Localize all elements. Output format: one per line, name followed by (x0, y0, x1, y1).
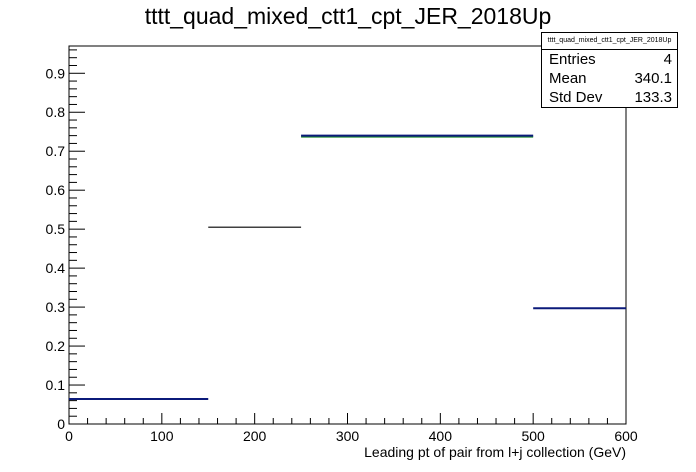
stats-row-mean: Mean 340.1 (542, 69, 677, 88)
y-tick-label: 0.8 (46, 104, 66, 120)
chart-title: tttt_quad_mixed_ctt1_cpt_JER_2018Up (144, 3, 552, 29)
x-tick-label: 400 (429, 428, 453, 444)
stats-box: tttt_quad_mixed_ctt1_cpt_JER_2018Up Entr… (541, 32, 678, 108)
y-tick-label: 0.4 (46, 260, 66, 276)
y-tick-label: 0.3 (46, 299, 66, 315)
stats-value: 133.3 (634, 89, 672, 106)
y-tick-label: 0.2 (46, 338, 66, 354)
y-tick-label: 0.1 (46, 377, 66, 393)
x-axis-label: Leading pt of pair from l+j collection (… (364, 444, 626, 460)
y-tick-label: 0.9 (46, 65, 66, 81)
stats-label: Entries (549, 51, 596, 68)
x-tick-label: 300 (336, 428, 360, 444)
x-tick-label: 0 (65, 428, 73, 444)
x-tick-label: 500 (521, 428, 545, 444)
y-tick-label: 0 (57, 416, 65, 432)
stats-value: 340.1 (634, 70, 672, 87)
stats-value: 4 (663, 51, 672, 68)
stats-label: Std Dev (549, 89, 603, 106)
stats-title: tttt_quad_mixed_ctt1_cpt_JER_2018Up (542, 33, 677, 50)
y-tick-label: 0.5 (46, 221, 66, 237)
x-tick-label: 100 (150, 428, 174, 444)
y-tick-label: 0.6 (46, 182, 66, 198)
x-tick-label: 200 (243, 428, 267, 444)
x-tick-label: 600 (614, 428, 638, 444)
stats-row-entries: Entries 4 (542, 50, 677, 69)
y-tick-label: 0.7 (46, 143, 66, 159)
stats-row-stddev: Std Dev 133.3 (542, 88, 677, 107)
stats-label: Mean (549, 70, 587, 87)
